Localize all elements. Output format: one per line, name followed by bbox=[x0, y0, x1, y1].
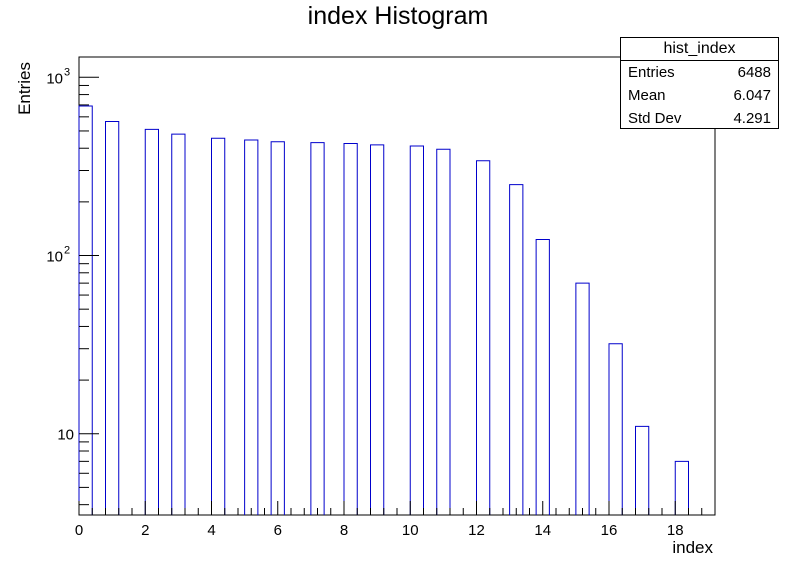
y-tick-label: 10 bbox=[57, 427, 74, 444]
stats-label: Std Dev bbox=[628, 110, 682, 127]
x-tick-label: 14 bbox=[534, 522, 551, 539]
x-tick-label: 12 bbox=[468, 522, 485, 539]
histogram-bar bbox=[608, 343, 623, 515]
stats-box: hist_index Entries 6488 Mean 6.047 Std D… bbox=[620, 37, 779, 129]
stats-row-entries: Entries 6488 bbox=[621, 61, 778, 84]
stats-title: hist_index bbox=[621, 38, 778, 61]
stats-label: Mean bbox=[628, 87, 666, 104]
x-tick-label: 8 bbox=[340, 522, 348, 539]
y-axis-label: Entries bbox=[15, 62, 34, 115]
chart-title: index Histogram bbox=[307, 2, 489, 30]
y-tick-exponent: 2 bbox=[64, 245, 70, 257]
x-tick-label: 6 bbox=[274, 522, 282, 539]
histogram-bar bbox=[244, 139, 259, 515]
bars-layer bbox=[78, 105, 689, 515]
stats-value: 4.291 bbox=[733, 110, 771, 127]
histogram-bar bbox=[171, 133, 186, 515]
histogram-bar bbox=[78, 105, 93, 515]
histogram-bar bbox=[211, 137, 226, 515]
histogram-bar bbox=[635, 425, 650, 515]
stats-value: 6.047 bbox=[733, 87, 771, 104]
histogram-bar bbox=[144, 128, 159, 515]
x-tick-label: 16 bbox=[601, 522, 618, 539]
histogram-bar bbox=[674, 460, 689, 515]
histogram-bar bbox=[436, 148, 451, 515]
x-tick-label: 4 bbox=[207, 522, 215, 539]
y-tick-label: 10 bbox=[46, 70, 63, 87]
y-tick-label: 10 bbox=[46, 249, 63, 266]
histogram-bar bbox=[310, 142, 325, 515]
histogram-bar bbox=[270, 141, 285, 515]
x-tick-label: 18 bbox=[667, 522, 684, 539]
histogram-bar bbox=[535, 239, 550, 515]
x-axis-label: index bbox=[672, 538, 713, 557]
histogram-bar bbox=[105, 120, 120, 515]
histogram-bar bbox=[509, 184, 524, 515]
x-tick-label: 0 bbox=[75, 522, 83, 539]
x-tick-label: 2 bbox=[141, 522, 149, 539]
stats-value: 6488 bbox=[737, 64, 771, 81]
x-tick-label: 10 bbox=[402, 522, 419, 539]
stats-row-stddev: Std Dev 4.291 bbox=[621, 107, 778, 130]
histogram-bar bbox=[409, 145, 424, 515]
histogram-bar bbox=[575, 282, 590, 515]
y-tick-exponent: 3 bbox=[64, 66, 70, 78]
histogram-bar bbox=[476, 160, 491, 515]
stats-label: Entries bbox=[628, 64, 675, 81]
histogram-bar bbox=[343, 143, 358, 515]
stats-row-mean: Mean 6.047 bbox=[621, 84, 778, 107]
histogram-bar bbox=[370, 144, 385, 515]
